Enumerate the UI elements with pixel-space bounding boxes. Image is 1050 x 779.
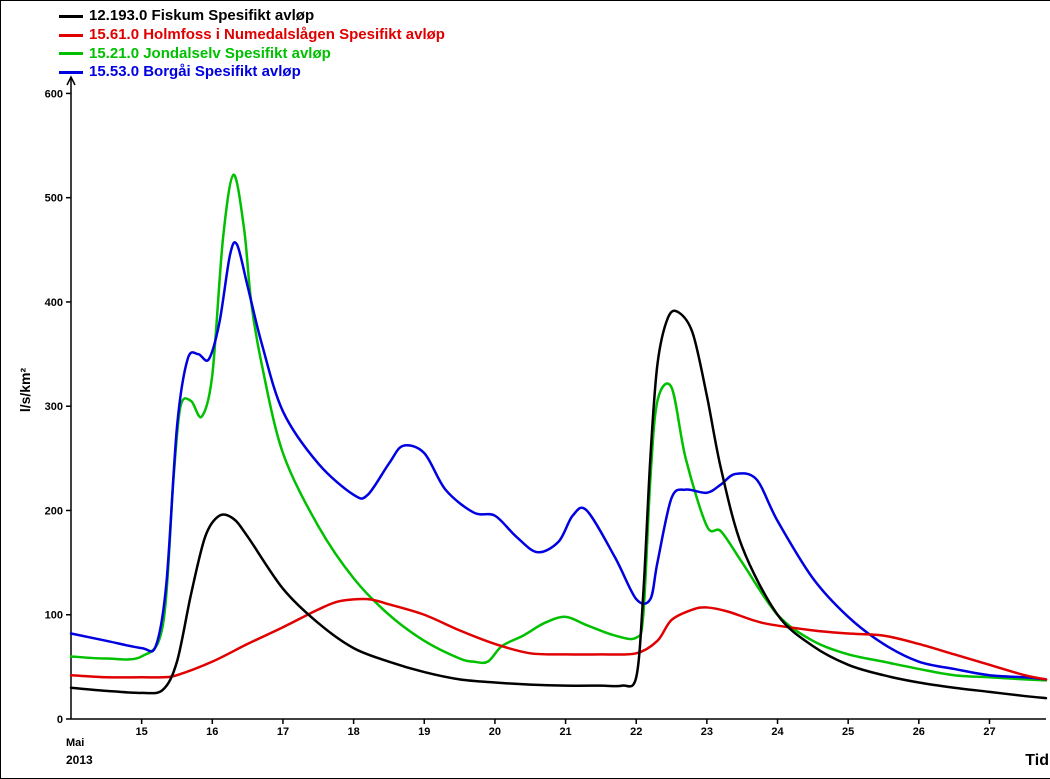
svg-text:22: 22 [630,726,642,738]
svg-text:18: 18 [347,726,359,738]
month-label: Mai [66,737,84,749]
year-label: 2013 [66,753,93,767]
svg-text:500: 500 [45,193,63,205]
svg-text:25: 25 [842,726,854,738]
svg-text:19: 19 [418,726,430,738]
svg-text:21: 21 [559,726,571,738]
svg-text:24: 24 [771,726,784,738]
svg-text:23: 23 [701,726,713,738]
series-holmfoss [71,599,1046,679]
svg-text:15: 15 [136,726,148,738]
svg-text:200: 200 [45,505,63,517]
svg-text:600: 600 [45,88,63,100]
plot-svg: 0 100 200 300 400 500 600 15 16 17 18 19 20 21 22 23 24 2… [1,1,1050,778]
series-jondalselv [71,175,1046,681]
svg-text:17: 17 [277,726,289,738]
svg-text:300: 300 [45,401,63,413]
svg-text:20: 20 [489,726,501,738]
svg-text:0: 0 [57,714,63,726]
svg-text:100: 100 [45,610,63,622]
svg-text:16: 16 [206,726,218,738]
svg-text:400: 400 [45,297,63,309]
chart-container: 12.193.0 Fiskum Spesifikt avløp15.61.0 H… [0,0,1050,779]
svg-text:26: 26 [913,726,925,738]
svg-text:27: 27 [983,726,995,738]
